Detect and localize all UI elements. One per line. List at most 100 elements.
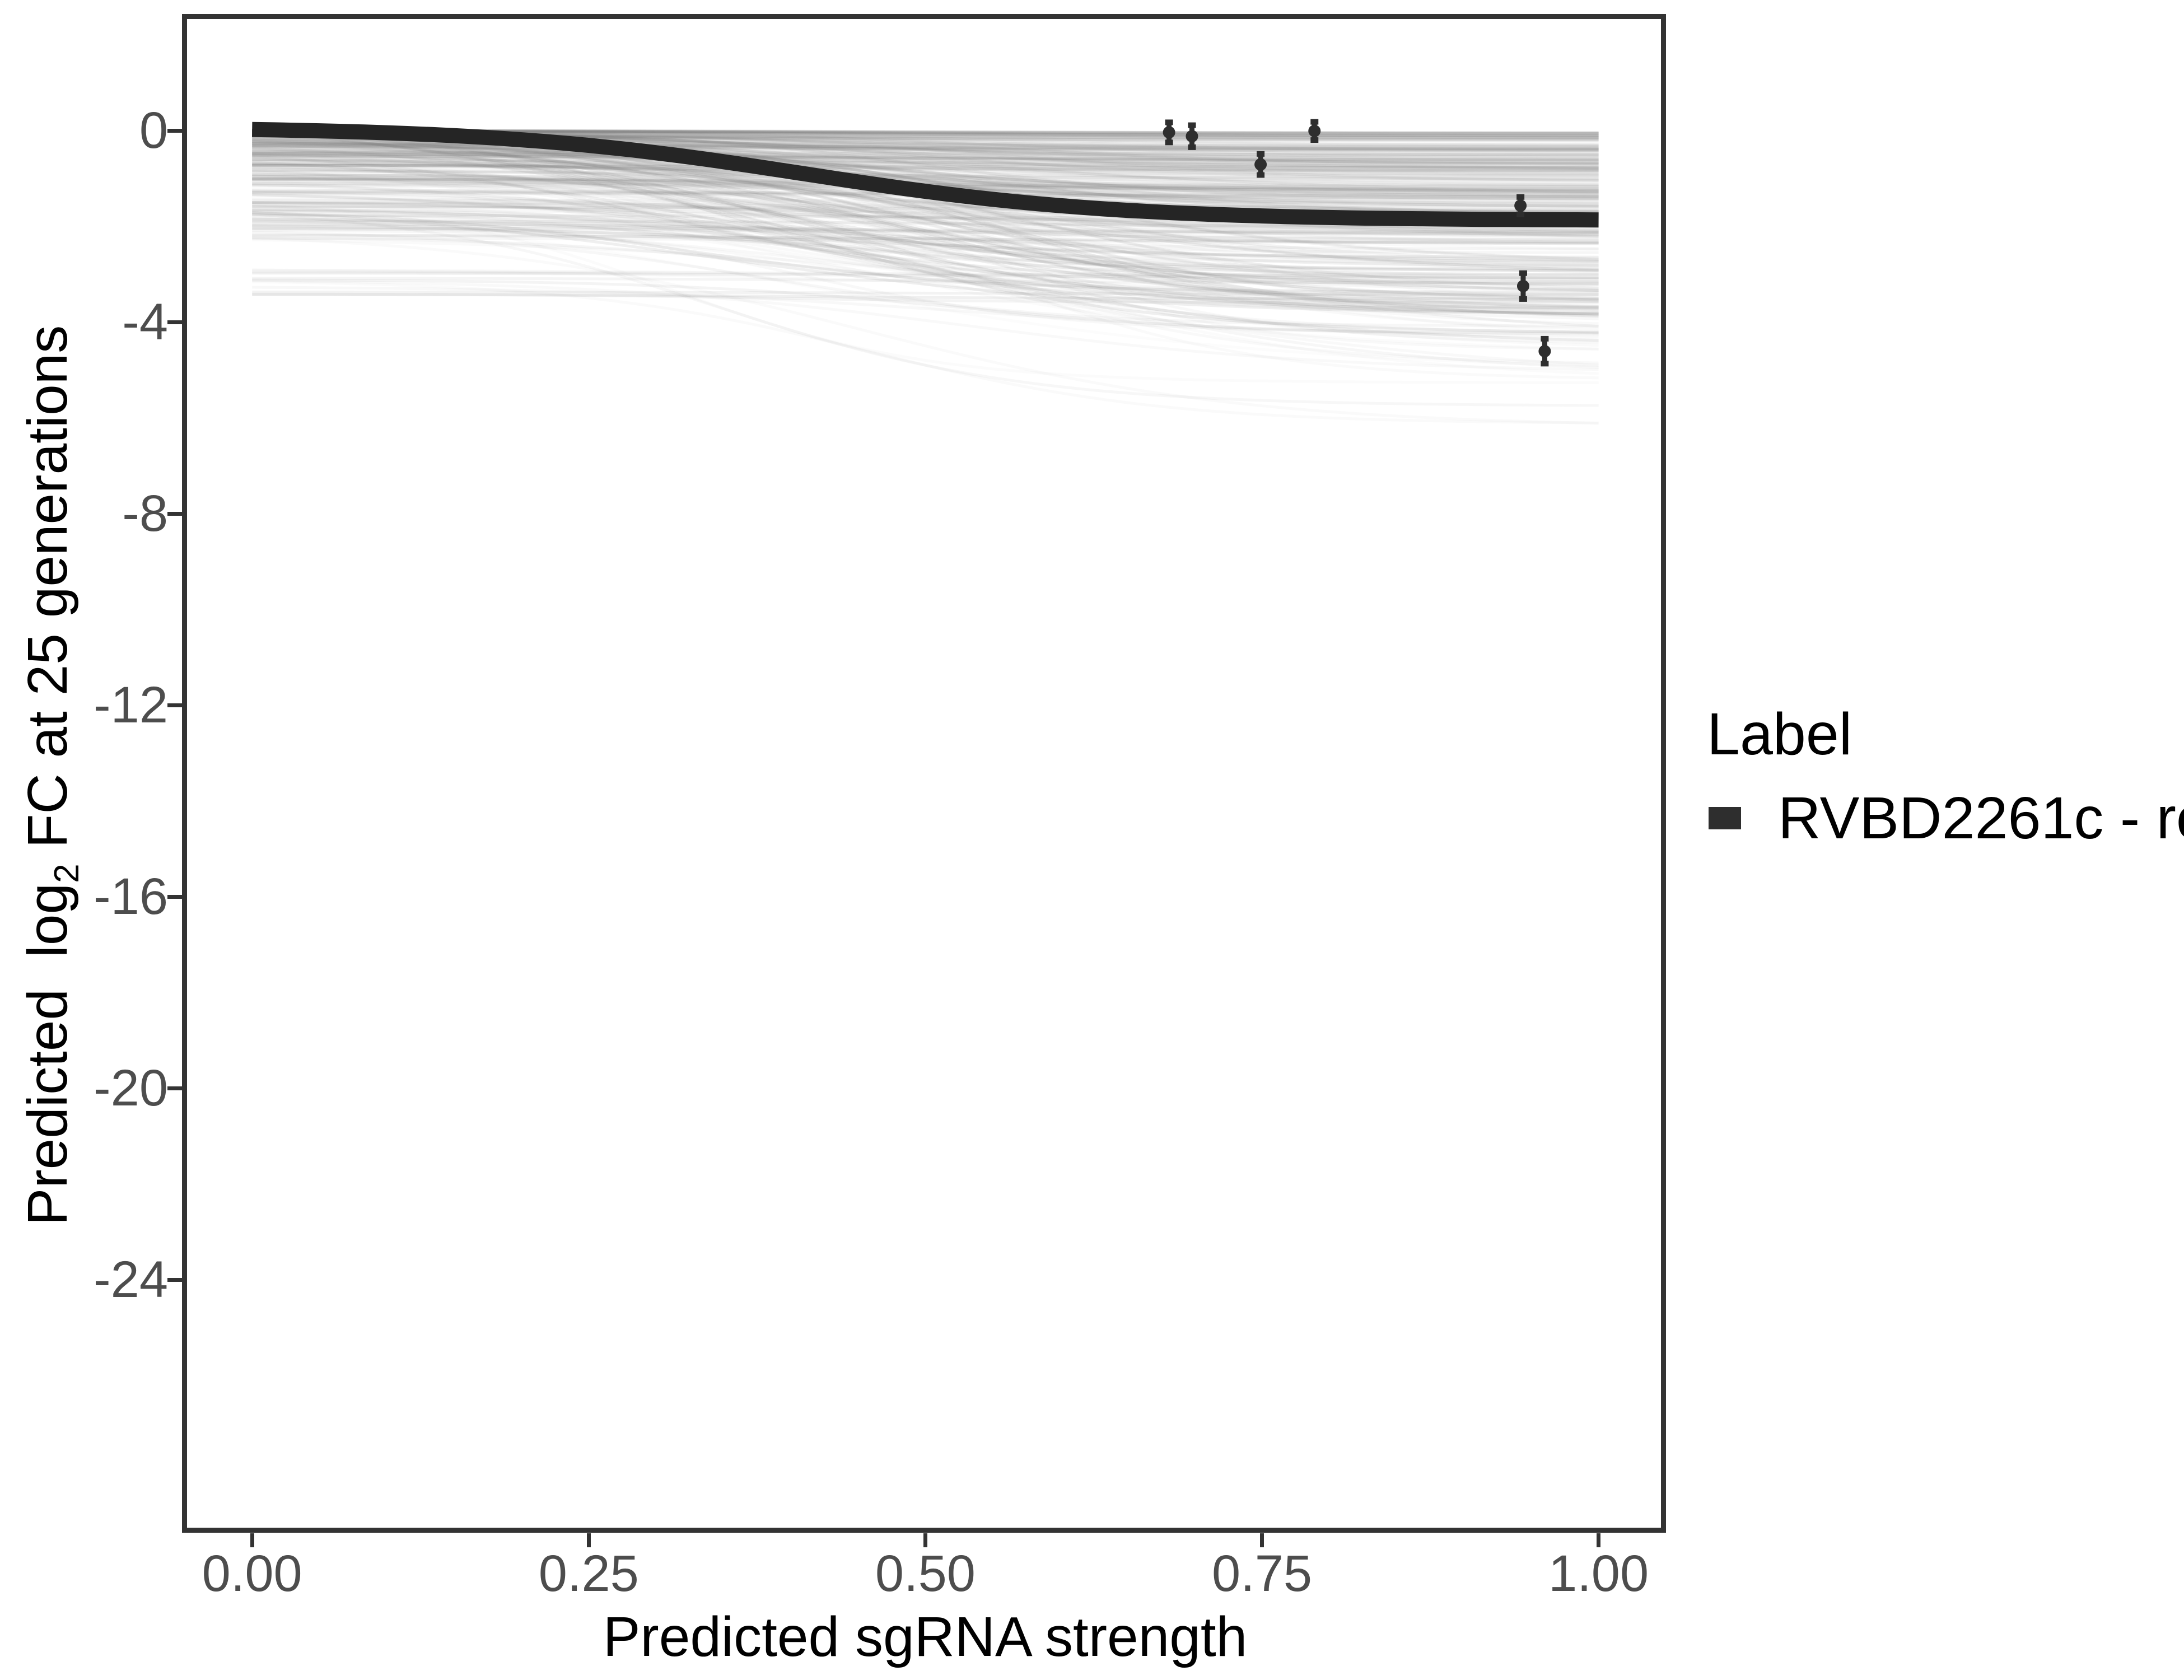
ensemble-curve [252, 237, 1599, 245]
legend-key-line-swatch [1709, 807, 1741, 829]
ensemble-curve [252, 169, 1599, 175]
y-tick-mark [167, 511, 182, 516]
ensemble-curve [252, 164, 1599, 194]
ensemble-curve [252, 152, 1599, 163]
y-tick-mark [167, 128, 182, 133]
ensemble-curve [252, 146, 1599, 151]
y-axis-title: Predicted log2 FC at 25 generations [16, 166, 86, 1384]
legend-item-label: RVBD2261c - ref [1778, 785, 2184, 851]
reference-curve-group [251, 122, 1599, 228]
reference-curve [251, 122, 1599, 228]
ensemble-curve [252, 142, 1599, 152]
y-tick-mark [167, 1277, 182, 1282]
ensemble-curve [252, 165, 1599, 314]
observed-pointrange [1254, 151, 1267, 178]
ensemble-curve [252, 286, 1599, 338]
ensemble-curve [252, 130, 1599, 318]
y-tick-mark [167, 1086, 182, 1090]
ensemble-curve [252, 139, 1599, 334]
ensemble-curve [252, 211, 1599, 294]
ensemble-curve [252, 136, 1599, 214]
ensemble-curve [252, 182, 1599, 351]
ensemble-curve [252, 167, 1599, 240]
ensemble-curve [252, 184, 1599, 244]
ensemble-curve [252, 131, 1599, 282]
observed-pointrange [1163, 119, 1175, 146]
ensemble-curve [252, 216, 1599, 334]
ensemble-curve [252, 213, 1599, 287]
ensemble-curve [252, 231, 1599, 328]
ensemble-curve [252, 143, 1599, 301]
ensemble-curve [252, 140, 1599, 300]
ensemble-curve [252, 160, 1599, 172]
ensemble-curve [252, 166, 1599, 328]
ensemble-curve [252, 155, 1599, 285]
ensemble-curve [252, 164, 1599, 172]
x-tick-mark [586, 1533, 591, 1547]
ensemble-curve [252, 148, 1599, 270]
ensemble-curve [252, 152, 1599, 171]
ensemble-curve [252, 173, 1599, 302]
ensemble-curve [252, 150, 1599, 161]
x-tick-label: 0.25 [538, 1545, 639, 1602]
ensemble-curve [251, 130, 1599, 292]
ensemble-curve [252, 208, 1599, 273]
ensemble-curve [252, 227, 1599, 235]
y-tick-label: -4 [122, 293, 168, 351]
ensemble-curve [252, 153, 1599, 178]
ensemble-curve [252, 236, 1599, 304]
ensemble-curve [252, 132, 1599, 272]
observed-pointrange [1514, 194, 1527, 217]
ensemble-curve [252, 272, 1599, 280]
ensemble-curve [252, 154, 1599, 169]
ensemble-curve [252, 153, 1599, 309]
ensemble-curve [252, 278, 1599, 335]
ensemble-curve [252, 147, 1599, 162]
observed-points-group [1163, 119, 1551, 367]
ensemble-curve [252, 157, 1599, 231]
y-tick-label: -8 [122, 485, 168, 542]
ensemble-curve [252, 268, 1599, 296]
ensemble-curve [252, 133, 1599, 312]
observed-pointrange [1538, 335, 1551, 367]
ensemble-curve [252, 202, 1599, 233]
ensemble-curve [252, 130, 1599, 300]
ensemble-curve [252, 227, 1599, 279]
ensemble-curve [252, 277, 1599, 284]
ensemble-curve [252, 150, 1599, 157]
ensemble-curve [252, 151, 1599, 166]
ensemble-curve [252, 156, 1599, 307]
ensemble-curve [252, 164, 1599, 192]
ensemble-curve [252, 213, 1599, 314]
ensemble-curve [252, 155, 1599, 161]
ensemble-curve [252, 293, 1599, 301]
y-axis-title-subscript: 2 [48, 864, 86, 883]
ensemble-curve [252, 279, 1599, 371]
ensemble-curve [252, 197, 1599, 279]
ensemble-curve [252, 220, 1599, 228]
ensemble-curve [252, 193, 1599, 251]
legend-title: Label [1707, 701, 1852, 767]
ensemble-curve [252, 169, 1599, 179]
x-tick-mark [1260, 1533, 1264, 1547]
ensemble-curve [252, 155, 1599, 169]
y-tick-mark [167, 894, 182, 899]
ensemble-curve [252, 162, 1599, 236]
ensemble-curve [252, 234, 1599, 244]
ensemble-curve [252, 144, 1599, 168]
ensemble-curve [252, 152, 1599, 164]
ensemble-curve [252, 144, 1599, 152]
ensemble-curve [252, 164, 1599, 172]
ensemble-curve [252, 174, 1599, 292]
ensemble-curve [252, 174, 1599, 310]
ensemble-curve [252, 212, 1599, 272]
ensemble-curve [252, 268, 1599, 277]
ensemble-curve [252, 219, 1599, 320]
ensemble-curve [252, 171, 1599, 344]
ensemble-curve [252, 179, 1599, 309]
ensemble-curve [252, 133, 1599, 308]
ensemble-curve [252, 158, 1599, 245]
ensemble-curve [252, 168, 1599, 343]
ensemble-curve [252, 144, 1599, 150]
